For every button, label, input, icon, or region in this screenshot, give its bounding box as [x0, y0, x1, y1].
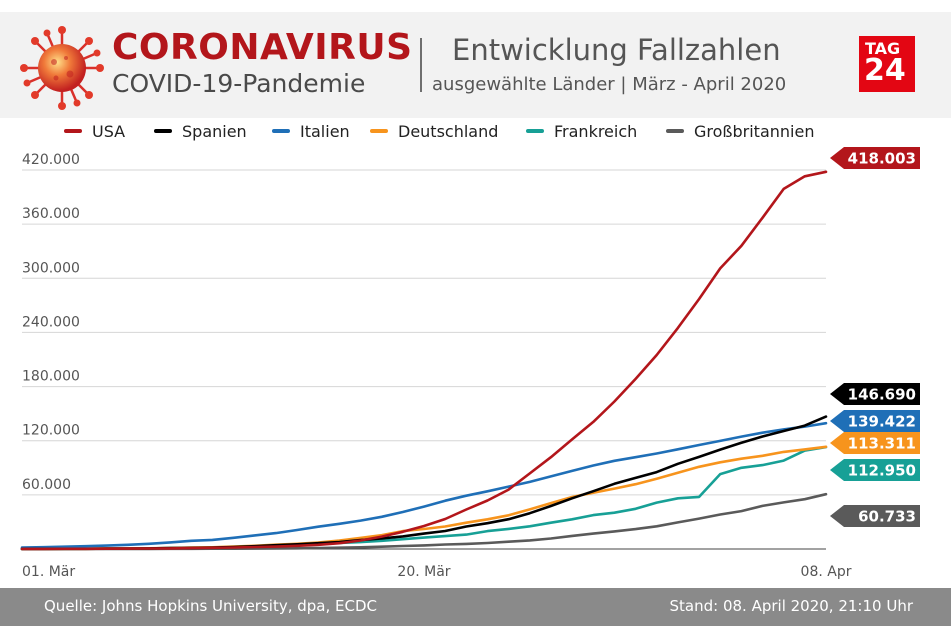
- legend-item-usa: USA: [64, 121, 125, 145]
- y-tick-label: 180.000: [22, 369, 80, 385]
- logo-text-tag: TAG: [865, 39, 901, 58]
- end-value-label: 112.950: [848, 462, 916, 480]
- end-label-flag: [830, 459, 920, 481]
- y-tick-label: 120.000: [22, 423, 80, 439]
- y-axis-ticks: 420.000 360.000 300.000 240.000 180.000 120.0…: [22, 152, 80, 493]
- end-label-flag: [830, 383, 920, 405]
- legend-label-spanien: Spanien: [182, 122, 247, 141]
- end-label-flag: [830, 432, 920, 454]
- legend-item-deutschland: Deutschland: [370, 121, 498, 145]
- footer-bar: Quelle: Johns Hopkins University, dpa, E…: [0, 588, 951, 626]
- legend-item-grossbritannien: Großbritannien: [666, 121, 814, 145]
- legend-swatch-grossbritannien: [666, 129, 684, 133]
- end-value-labels: 418.003 146.690 139.422 113.311 112.950 60.73…: [830, 147, 920, 527]
- series-line-großbritannien: [20, 492, 828, 551]
- end-value-label: 146.690: [848, 386, 916, 404]
- legend: USA Spanien Italien Deutschland Frankrei…: [0, 121, 951, 145]
- series-line-usa: [20, 170, 828, 551]
- legend-label-usa: USA: [92, 122, 126, 141]
- x-axis-ticks: 01. Mär 20. Mär 08. Apr: [22, 564, 852, 580]
- series-line-italien: [20, 421, 828, 549]
- legend-label-frankreich: Frankreich: [554, 122, 638, 141]
- header-band: [0, 12, 951, 118]
- stand-timestamp: Stand: 08. April 2020, 21:10 Uhr: [669, 597, 913, 615]
- end-value-label: 418.003: [848, 150, 916, 168]
- y-tick-label: 420.000: [22, 152, 80, 168]
- series-lines: [20, 170, 828, 551]
- logo-text-24: 24: [864, 53, 906, 88]
- legend-item-frankreich: Frankreich: [526, 121, 637, 145]
- legend-swatch-usa: [64, 129, 82, 133]
- y-tick-label: 360.000: [22, 206, 80, 222]
- end-value-label: 139.422: [848, 413, 916, 431]
- legend-swatch-frankreich: [526, 129, 544, 133]
- end-label-flag: [830, 147, 920, 169]
- source-text: Quelle: Johns Hopkins University, dpa, E…: [44, 597, 377, 615]
- y-tick-label: 60.000: [22, 477, 71, 493]
- x-tick-label: 01. Mär: [22, 564, 75, 580]
- legend-item-italien: Italien: [272, 121, 350, 145]
- end-value-label: 60.733: [858, 508, 916, 526]
- y-tick-label: 240.000: [22, 314, 80, 330]
- legend-item-spanien: Spanien: [154, 121, 247, 145]
- chart-title: Entwicklung Fallzahlen: [452, 33, 781, 67]
- end-label-flag: [830, 410, 920, 432]
- brand-title: CORONAVIRUS: [112, 27, 413, 68]
- chart-subtitle: ausgewählte Länder | März - April 2020: [432, 74, 787, 95]
- x-tick-label: 20. Mär: [397, 564, 450, 580]
- tag24-logo: TAG 24: [859, 36, 915, 92]
- legend-label-grossbritannien: Großbritannien: [694, 122, 815, 141]
- x-tick-label: 08. Apr: [801, 564, 852, 580]
- legend-swatch-italien: [272, 129, 290, 133]
- legend-swatch-spanien: [154, 129, 172, 133]
- gridlines: [22, 169, 826, 550]
- end-value-label: 113.311: [848, 435, 916, 453]
- legend-label-italien: Italien: [300, 122, 350, 141]
- legend-swatch-deutschland: [370, 129, 388, 133]
- coronavirus-icon: [20, 26, 104, 110]
- brand-subtitle: COVID-19-Pandemie: [112, 69, 366, 98]
- end-label-flag: [830, 505, 920, 527]
- header-divider: [420, 38, 422, 92]
- legend-label-deutschland: Deutschland: [398, 122, 499, 141]
- y-tick-label: 300.000: [22, 260, 80, 276]
